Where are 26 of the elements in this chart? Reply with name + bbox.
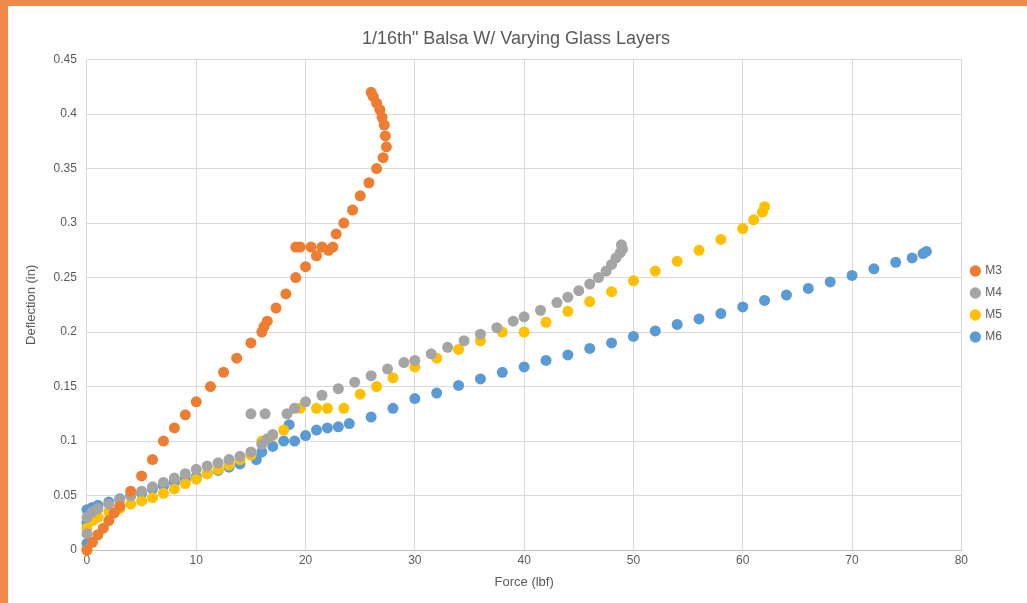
x-tick-label: 40 (517, 552, 532, 567)
y-tick-label: 0.05 (53, 487, 78, 502)
y-tick-label: 0.1 (60, 433, 78, 448)
x-tick-label: 20 (298, 552, 313, 567)
x-tick-label: 60 (736, 552, 750, 567)
legend-label: M4 (985, 285, 1003, 300)
x-tick-label: 70 (845, 552, 860, 567)
y-tick-label: 0.15 (53, 378, 78, 393)
legend-label: M5 (985, 307, 1003, 322)
x-tick-label: 10 (189, 552, 204, 567)
y-tick-label: 0.2 (60, 324, 78, 339)
legend-label: M6 (985, 329, 1003, 344)
y-tick-label: 0 (70, 542, 78, 557)
x-tick-label: 0 (83, 552, 91, 567)
legend-label: M3 (985, 263, 1003, 278)
x-tick-label: 80 (954, 552, 969, 567)
x-tick-label: 30 (408, 552, 422, 567)
x-tick-label: 50 (626, 552, 641, 567)
x-axis-title: Force (lbf) (494, 573, 554, 589)
chart-title: 1/16th" Balsa W/ Varying Glass Layers (361, 27, 671, 48)
y-tick-label: 0.3 (60, 215, 78, 230)
y-axis-title: Deflection (in) (23, 264, 39, 345)
y-tick-label: 0.4 (60, 106, 78, 121)
y-tick-label: 0.45 (53, 51, 78, 66)
y-tick-label: 0.35 (53, 160, 78, 175)
y-tick-label: 0.25 (53, 269, 78, 284)
